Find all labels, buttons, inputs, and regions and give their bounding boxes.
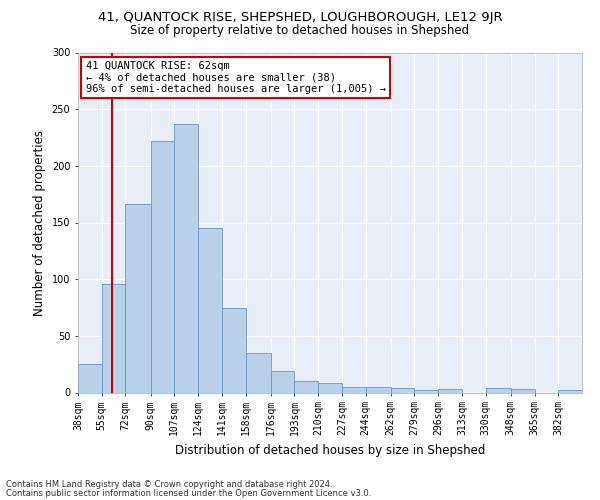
- Y-axis label: Number of detached properties: Number of detached properties: [33, 130, 46, 316]
- Bar: [125, 204, 151, 392]
- Bar: [391, 388, 415, 392]
- Bar: [78, 364, 102, 392]
- Text: Contains HM Land Registry data © Crown copyright and database right 2024.: Contains HM Land Registry data © Crown c…: [6, 480, 332, 489]
- Bar: [175, 124, 198, 392]
- Text: 41, QUANTOCK RISE, SHEPSHED, LOUGHBOROUGH, LE12 9JR: 41, QUANTOCK RISE, SHEPSHED, LOUGHBOROUG…: [98, 11, 502, 24]
- X-axis label: Distribution of detached houses by size in Shepshed: Distribution of detached houses by size …: [175, 444, 485, 456]
- Bar: [151, 141, 175, 393]
- Bar: [222, 308, 245, 392]
- Bar: [198, 228, 222, 392]
- Bar: [271, 371, 295, 392]
- Bar: [342, 387, 365, 392]
- Bar: [245, 353, 271, 393]
- Bar: [438, 389, 462, 392]
- Bar: [365, 387, 391, 392]
- Bar: [558, 390, 582, 392]
- Text: 41 QUANTOCK RISE: 62sqm
← 4% of detached houses are smaller (38)
96% of semi-det: 41 QUANTOCK RISE: 62sqm ← 4% of detached…: [86, 61, 386, 94]
- Bar: [415, 390, 438, 392]
- Text: Size of property relative to detached houses in Shepshed: Size of property relative to detached ho…: [130, 24, 470, 37]
- Bar: [318, 384, 342, 392]
- Bar: [485, 388, 511, 392]
- Text: Contains public sector information licensed under the Open Government Licence v3: Contains public sector information licen…: [6, 490, 371, 498]
- Bar: [511, 389, 535, 392]
- Bar: [295, 381, 318, 392]
- Bar: [102, 284, 125, 393]
